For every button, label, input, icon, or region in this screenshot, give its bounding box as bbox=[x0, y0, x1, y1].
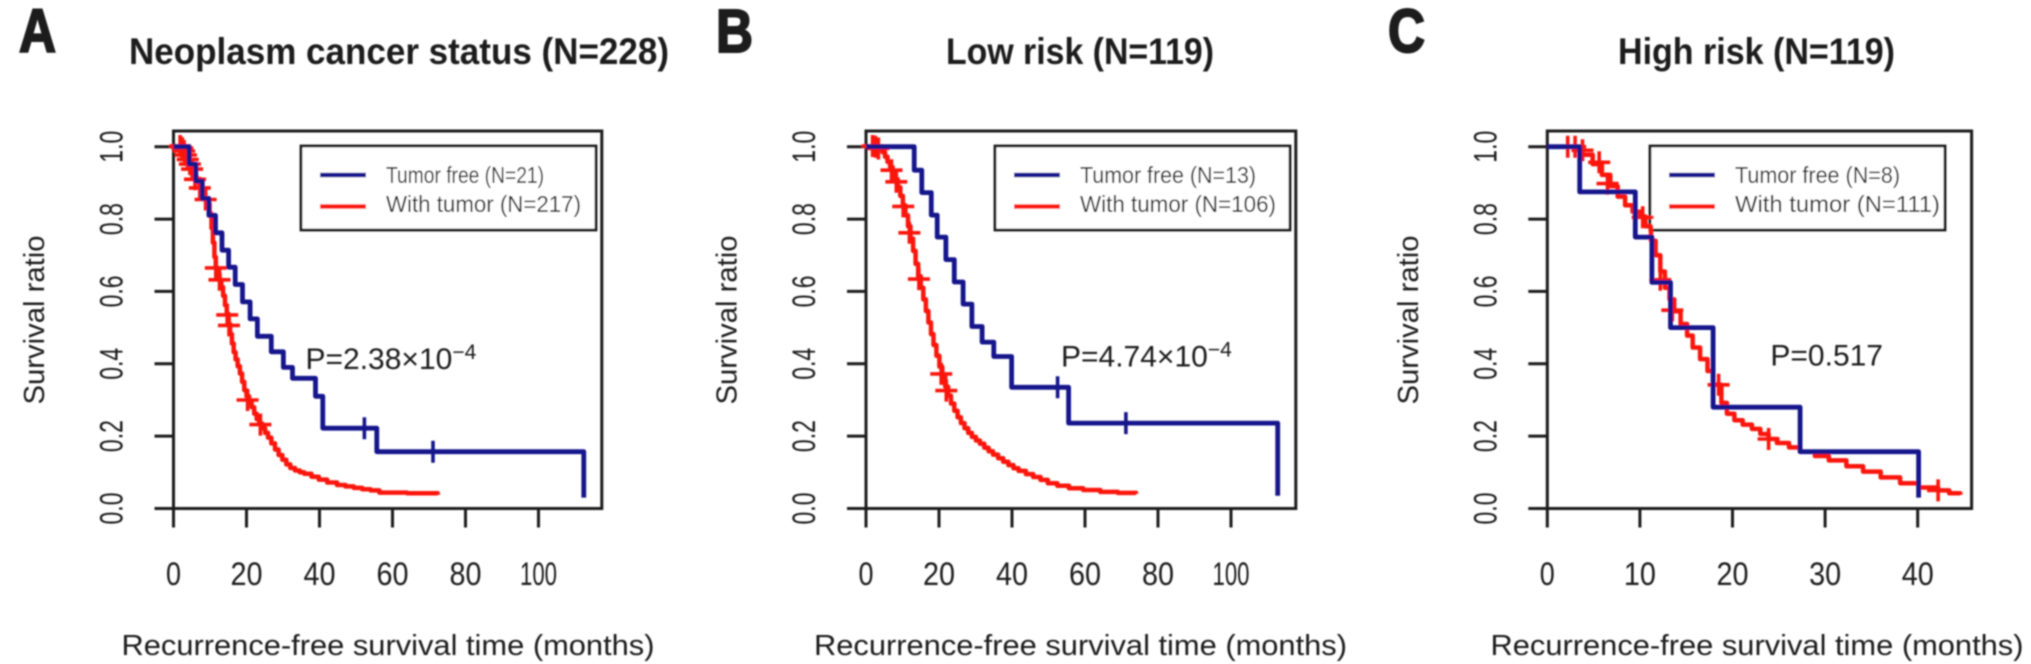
svg-text:100: 100 bbox=[1213, 556, 1250, 592]
svg-text:0.4: 0.4 bbox=[94, 348, 130, 380]
svg-text:B: B bbox=[716, 0, 753, 65]
svg-text:80: 80 bbox=[450, 556, 482, 592]
svg-text:0.0: 0.0 bbox=[1467, 493, 1503, 525]
svg-text:Recurrence-free survival time: Recurrence-free survival time (months) bbox=[1491, 630, 2024, 662]
svg-text:Recurrence-free survival time: Recurrence-free survival time (months) bbox=[122, 630, 655, 662]
svg-text:Recurrence-free survival time: Recurrence-free survival time (months) bbox=[814, 630, 1347, 662]
svg-text:0.6: 0.6 bbox=[94, 275, 130, 307]
svg-text:0.4: 0.4 bbox=[1467, 348, 1503, 380]
svg-text:C: C bbox=[1388, 0, 1425, 65]
svg-text:40: 40 bbox=[304, 556, 336, 592]
svg-text:With tumor (N=217): With tumor (N=217) bbox=[386, 191, 581, 217]
svg-text:0: 0 bbox=[166, 556, 181, 592]
svg-text:60: 60 bbox=[1069, 556, 1101, 592]
svg-text:0.2: 0.2 bbox=[1467, 420, 1503, 452]
svg-text:Survival ratio: Survival ratio bbox=[712, 236, 744, 405]
svg-text:1.0: 1.0 bbox=[786, 131, 822, 163]
svg-text:P=2.38×10−4: P=2.38×10−4 bbox=[306, 341, 477, 376]
svg-text:20: 20 bbox=[923, 556, 955, 592]
svg-text:40: 40 bbox=[996, 556, 1028, 592]
svg-text:10: 10 bbox=[1624, 556, 1656, 592]
svg-text:30: 30 bbox=[1809, 556, 1841, 592]
svg-text:0: 0 bbox=[1540, 556, 1555, 592]
svg-text:0.2: 0.2 bbox=[94, 420, 130, 452]
svg-text:High risk (N=119): High risk (N=119) bbox=[1618, 30, 1895, 72]
svg-text:100: 100 bbox=[520, 556, 557, 592]
svg-text:1.0: 1.0 bbox=[1467, 131, 1503, 163]
svg-text:Tumor free (N=21): Tumor free (N=21) bbox=[386, 162, 544, 188]
svg-text:60: 60 bbox=[377, 556, 409, 592]
svg-text:80: 80 bbox=[1142, 556, 1174, 592]
svg-text:0: 0 bbox=[859, 556, 874, 592]
svg-text:0.6: 0.6 bbox=[1467, 275, 1503, 307]
svg-text:Low risk (N=119): Low risk (N=119) bbox=[946, 30, 1214, 72]
svg-text:0.6: 0.6 bbox=[786, 275, 822, 307]
svg-text:A: A bbox=[19, 0, 56, 65]
svg-text:0.8: 0.8 bbox=[786, 203, 822, 235]
svg-text:20: 20 bbox=[1717, 556, 1749, 592]
svg-text:0.0: 0.0 bbox=[786, 493, 822, 525]
svg-text:1.0: 1.0 bbox=[94, 131, 130, 163]
svg-text:Survival ratio: Survival ratio bbox=[1393, 236, 1425, 405]
svg-text:40: 40 bbox=[1902, 556, 1934, 592]
svg-text:0.4: 0.4 bbox=[786, 348, 822, 380]
svg-text:Neoplasm cancer status (N=228): Neoplasm cancer status (N=228) bbox=[129, 30, 669, 72]
svg-text:0.8: 0.8 bbox=[1467, 203, 1503, 235]
svg-text:20: 20 bbox=[231, 556, 263, 592]
svg-text:Tumor free (N=8): Tumor free (N=8) bbox=[1735, 162, 1900, 188]
svg-text:0.8: 0.8 bbox=[94, 203, 130, 235]
svg-text:P=4.74×10−4: P=4.74×10−4 bbox=[1061, 339, 1232, 374]
svg-text:With tumor (N=106): With tumor (N=106) bbox=[1080, 191, 1276, 217]
svg-text:P=0.517: P=0.517 bbox=[1770, 340, 1883, 373]
svg-text:Tumor free (N=13): Tumor free (N=13) bbox=[1080, 162, 1256, 188]
svg-text:Survival ratio: Survival ratio bbox=[19, 236, 51, 405]
svg-text:With tumor (N=111): With tumor (N=111) bbox=[1735, 191, 1940, 217]
svg-text:0.0: 0.0 bbox=[94, 493, 130, 525]
svg-text:0.2: 0.2 bbox=[786, 420, 822, 452]
